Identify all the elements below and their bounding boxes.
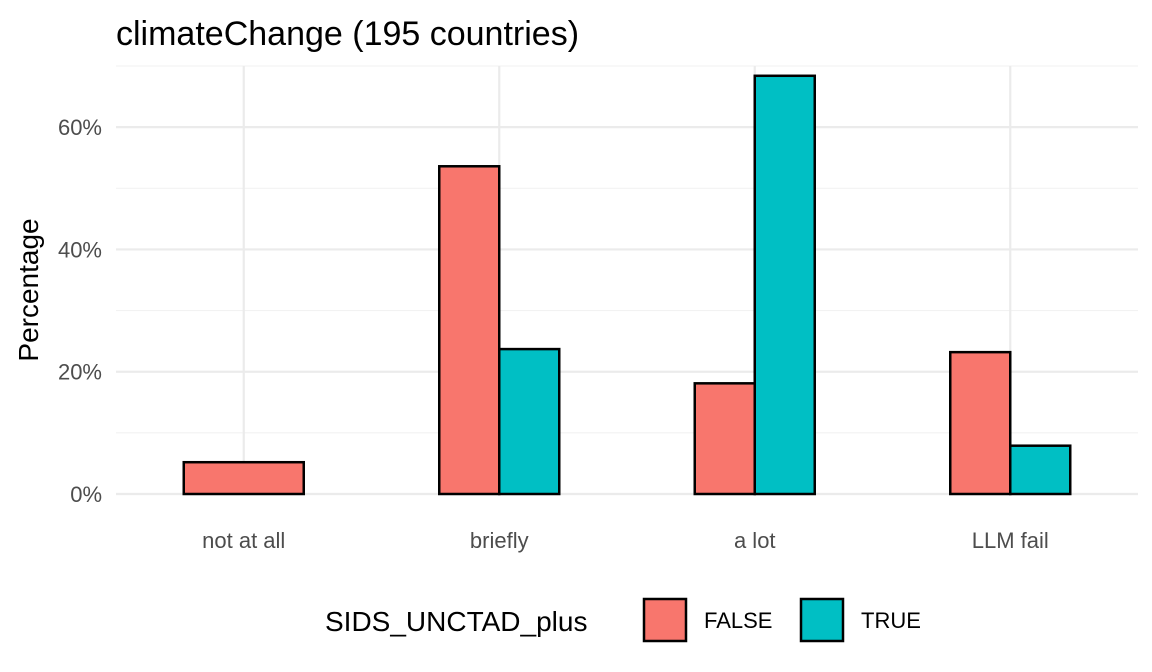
y-axis-ticks: 0% 20% 40% 60% — [58, 115, 102, 507]
y-tick-label: 0% — [70, 482, 102, 507]
legend-key-false — [642, 597, 688, 643]
bars-group — [182, 74, 1072, 496]
chart-title: climateChange (195 countries) — [116, 15, 579, 53]
bar-true-briefly — [498, 347, 561, 496]
legend-label-true: TRUE — [861, 608, 921, 633]
y-tick-label: 20% — [58, 360, 102, 385]
bar-true-llm-fail — [1009, 444, 1072, 496]
x-tick-label: a lot — [734, 528, 776, 553]
x-axis-ticks: not at all briefly a lot LLM fail — [202, 528, 1049, 553]
y-tick-label: 40% — [58, 237, 102, 262]
bar-false-a-lot — [693, 382, 756, 496]
bar-false-not-at-all — [182, 460, 305, 496]
x-tick-label: LLM fail — [972, 528, 1049, 553]
legend-label-false: FALSE — [704, 608, 772, 633]
legend-title: SIDS_UNCTAD_plus — [325, 606, 587, 637]
x-tick-label: not at all — [202, 528, 285, 553]
x-tick-label: briefly — [470, 528, 529, 553]
bar-false-llm-fail — [949, 350, 1012, 496]
y-axis-label: Percentage — [13, 218, 44, 361]
legend-key-true — [799, 597, 845, 643]
y-tick-label: 60% — [58, 115, 102, 140]
bar-false-briefly — [438, 165, 501, 496]
legend: SIDS_UNCTAD_plus FALSE TRUE — [325, 597, 921, 643]
bar-true-a-lot — [753, 74, 816, 496]
